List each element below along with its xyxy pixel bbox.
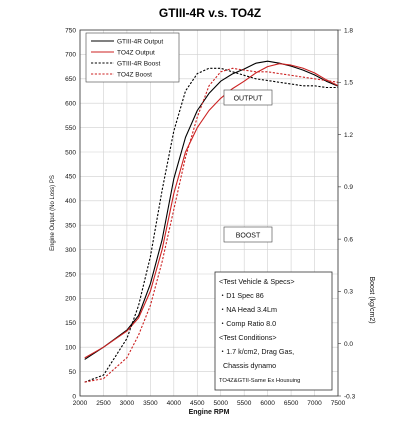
y-left-tick-label: 0 — [72, 393, 76, 400]
y-left-tick-label: 150 — [65, 320, 76, 327]
specs-box-group: <Test Vehicle & Specs> ・D1 Spec 86 ・NA Hea… — [214, 271, 333, 391]
specs-line: TO4Z&GTII-Same Ex Housuing — [219, 378, 300, 384]
y-left-tick-label: 50 — [69, 369, 77, 376]
y-left-tick-label: 650 — [65, 76, 76, 83]
x-axis-label: Engine RPM — [189, 409, 230, 416]
chart-title: GTIII-4R v.s. TO4Z — [159, 6, 261, 20]
legend-label: GTIII-4R Boost — [117, 60, 161, 67]
y-left-tick-label: 400 — [65, 198, 76, 205]
specs-line: Chassis dynamo — [219, 361, 276, 370]
x-tick-label: 3000 — [120, 400, 135, 407]
series-line-4 — [84, 67, 339, 383]
y-right-tick-label: -0.3 — [344, 393, 356, 400]
y-left-tick-label: 250 — [65, 271, 76, 278]
y-left-tick-label: 100 — [65, 345, 76, 352]
y-right-tick-label: 1.8 — [344, 27, 353, 34]
specs-box — [214, 271, 333, 391]
series-line-1 — [84, 60, 339, 360]
legend-label: GTIII-4R Output — [117, 38, 163, 45]
output-label-box — [223, 89, 273, 106]
boost-label-box — [223, 226, 273, 243]
y-right-tick-label: 0.3 — [344, 289, 353, 296]
plot-frame — [79, 29, 339, 397]
y-right-axis-label: Boost (kg/cm2) — [368, 276, 375, 323]
boost-label-group: BOOST — [223, 226, 273, 243]
y-left-tick-label: 750 — [65, 27, 76, 34]
y-right-tick-label: 0.0 — [344, 341, 353, 348]
series-line-2 — [84, 63, 339, 359]
boost-label: BOOST — [236, 233, 261, 240]
y-left-tick-label: 350 — [65, 223, 76, 230]
x-tick-label: 3500 — [143, 400, 158, 407]
y-right-tick-label: 0.6 — [344, 236, 353, 243]
y-left-tick-label: 550 — [65, 125, 76, 132]
y-left-axis-label: Engine Output (No Loss) PS — [50, 175, 56, 251]
x-tick-label: 7000 — [307, 400, 322, 407]
y-right-tick-label: 0.9 — [344, 184, 353, 191]
y-left-tick-label: 500 — [65, 149, 76, 156]
x-tick-label: 2500 — [96, 400, 111, 407]
output-label-group: OUTPUT — [223, 89, 273, 106]
y-left-tick-label: 300 — [65, 247, 76, 254]
y-right-tick-label: 1.5 — [344, 80, 353, 87]
specs-line: ・1.7 k/cm2, Drag Gas, — [219, 347, 294, 356]
series-layer — [84, 60, 339, 383]
y-right-tick-label: 1.2 — [344, 132, 353, 139]
y-left-tick-label: 600 — [65, 101, 76, 108]
x-tick-label: 5000 — [213, 400, 228, 407]
series-line-3 — [84, 67, 338, 383]
legend-label: TO4Z Boost — [117, 71, 152, 78]
specs-line: <Test Vehicle & Specs> — [219, 277, 295, 286]
specs-line: ・Comp Ratio 8.0 — [219, 319, 276, 328]
x-tick-label: 4500 — [190, 400, 205, 407]
annotations: GTIII-4R Output TO4Z Output GTIII-4R Boost… — [85, 32, 333, 391]
specs-line: <Test Conditions> — [219, 333, 277, 342]
specs-line: ・D1 Spec 86 — [219, 291, 264, 300]
legend-label: TO4Z Output — [117, 49, 155, 56]
x-tick-label: 4000 — [167, 400, 182, 407]
axes: 2000 2500 3000 3500 4000 4500 5000 5500 6000 6500… — [50, 6, 375, 416]
x-tick-label: 6000 — [260, 400, 275, 407]
y-left-tick-label: 450 — [65, 174, 76, 181]
x-tick-label: 6500 — [284, 400, 299, 407]
output-label: OUTPUT — [234, 96, 264, 103]
x-tick-label: 7500 — [331, 400, 346, 407]
grid — [79, 29, 339, 397]
x-tick-label: 5500 — [237, 400, 252, 407]
y-left-tick-label: 700 — [65, 52, 76, 59]
legend: GTIII-4R Output TO4Z Output GTIII-4R Boost… — [85, 32, 180, 83]
x-tick-label: 2000 — [73, 400, 88, 407]
y-left-tick-label: 200 — [65, 296, 76, 303]
specs-line: ・NA Head 3.4Lm — [219, 305, 277, 314]
